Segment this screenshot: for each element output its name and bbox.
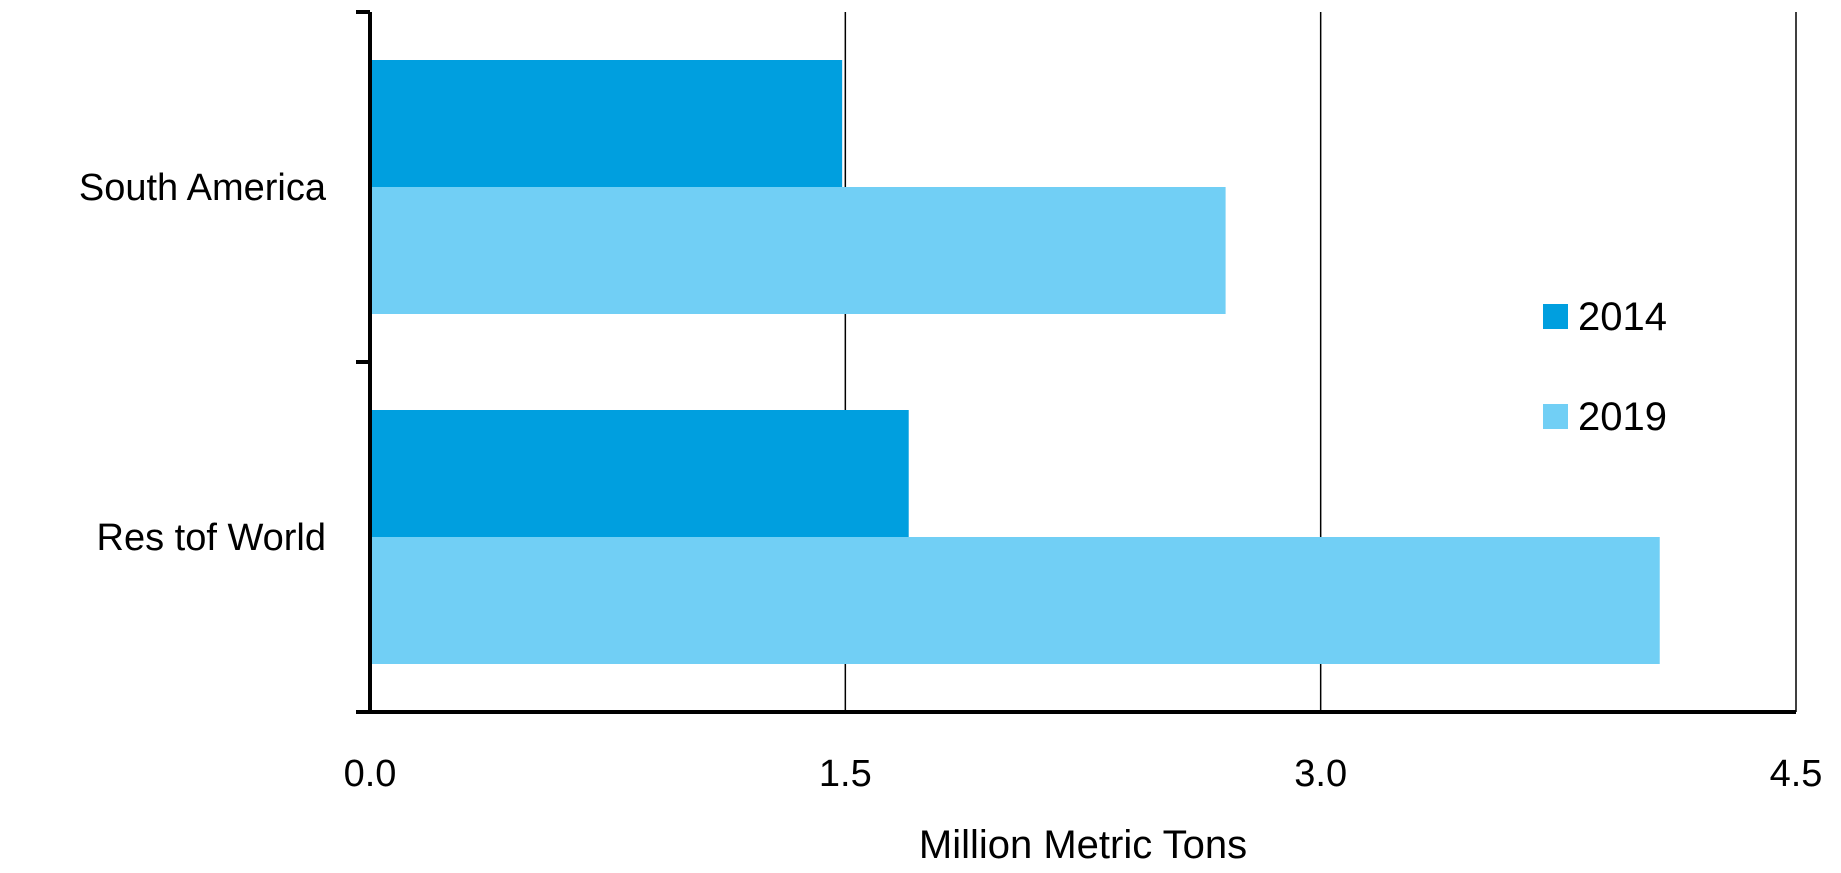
legend-swatch-2019 (1543, 404, 1568, 429)
legend-label-2014: 2014 (1578, 295, 1667, 339)
bar-2014-0 (370, 60, 843, 187)
x-tick-label-3: 4.5 (1770, 753, 1823, 795)
x-tick-label-1: 1.5 (819, 753, 872, 795)
x-tick-label-2: 3.0 (1294, 753, 1347, 795)
bar-2014-1 (370, 410, 909, 537)
axes (356, 10, 1796, 714)
legend-label-2019: 2019 (1578, 395, 1667, 439)
category-label-1: Res tof World (97, 517, 326, 559)
legend-swatch-2014 (1543, 304, 1568, 329)
x-tick-label-0: 0.0 (344, 753, 397, 795)
category-label-0: South America (79, 167, 327, 209)
bar-2019-1 (370, 537, 1660, 664)
legend: 2014 2019 (1543, 295, 1667, 439)
bar-2019-0 (370, 187, 1226, 314)
x-axis-title: Million Metric Tons (919, 823, 1247, 867)
category-labels: South America Res tof World (79, 167, 327, 559)
x-tick-labels: 0.0 1.5 3.0 4.5 (344, 753, 1823, 795)
bars (370, 60, 1660, 664)
